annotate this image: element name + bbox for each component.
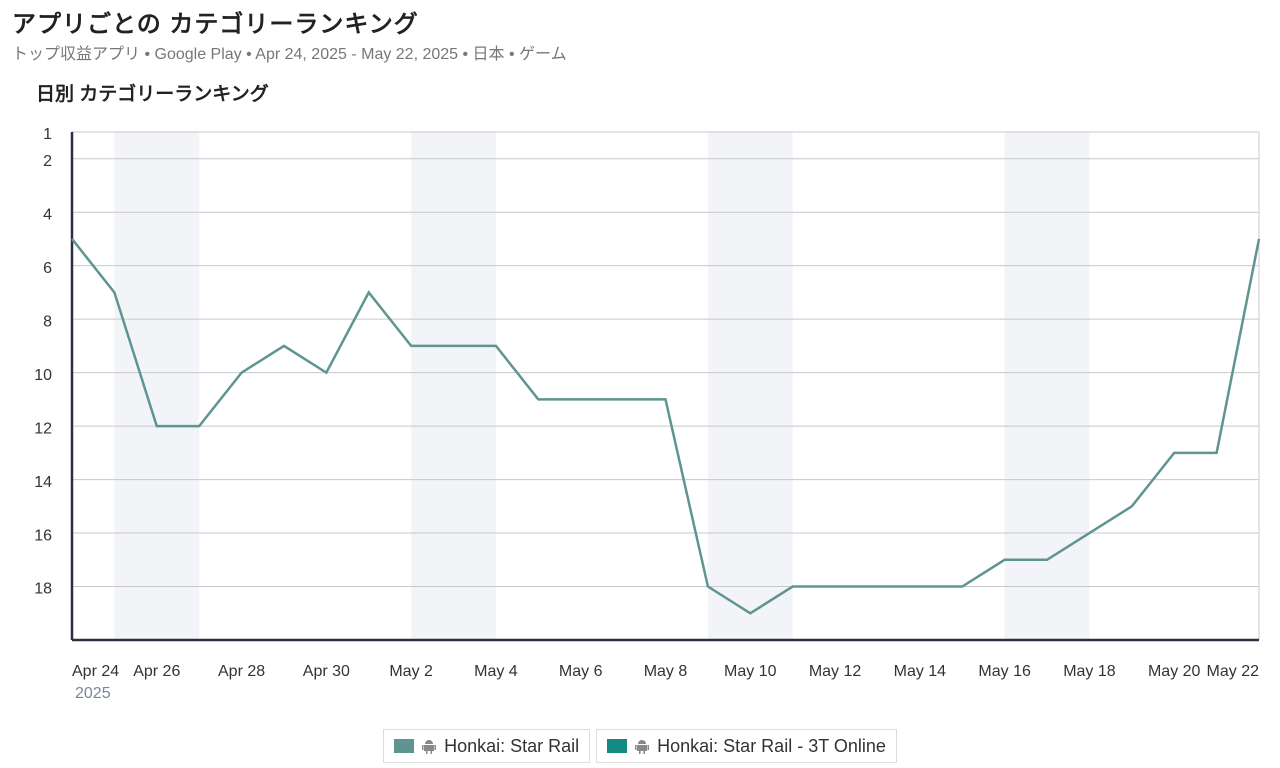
x-tick-label: May 20 xyxy=(1148,663,1201,680)
y-tick-label: 8 xyxy=(43,313,52,330)
page-title: アプリごとの カテゴリーランキング xyxy=(12,11,419,38)
legend-label: Honkai: Star Rail - 3T Online xyxy=(657,735,886,756)
x-tick-label: May 8 xyxy=(644,663,688,680)
x-sublabel: 2025 xyxy=(75,685,111,702)
y-tick-label: 6 xyxy=(43,260,52,277)
x-tick-label: May 2 xyxy=(389,663,433,680)
shade-band xyxy=(707,132,793,640)
x-tick-label: Apr 28 xyxy=(218,663,265,680)
android-icon xyxy=(422,740,437,754)
x-tick-label: May 6 xyxy=(559,663,603,680)
legend-swatch xyxy=(607,739,628,753)
legend: Honkai: Star Rail Honkai: Star Rail - 3T … xyxy=(0,729,1280,763)
legend-label: Honkai: Star Rail xyxy=(444,735,580,756)
x-tick-label: May 14 xyxy=(894,663,947,680)
x-tick-label: Apr 30 xyxy=(303,663,350,680)
x-tick-label: May 10 xyxy=(724,663,777,680)
y-tick-label: 16 xyxy=(34,527,52,544)
legend-swatch xyxy=(394,739,415,753)
x-tick-label: Apr 24 xyxy=(72,663,119,680)
shade-band xyxy=(114,132,200,640)
page-subtitle: トップ収益アプリ • Google Play • Apr 24, 2025 - … xyxy=(12,46,567,63)
shade-band xyxy=(411,132,496,640)
legend-item[interactable]: Honkai: Star Rail xyxy=(383,729,591,763)
x-tick-label: May 16 xyxy=(978,663,1031,680)
y-tick-label: 2 xyxy=(43,153,52,170)
y-tick-label: 12 xyxy=(34,420,52,437)
x-tick-label: May 12 xyxy=(809,663,862,680)
series-line xyxy=(71,238,1261,615)
y-tick-label: 18 xyxy=(34,581,52,598)
legend-item[interactable]: Honkai: Star Rail - 3T Online xyxy=(596,729,897,763)
chart-title: 日別 カテゴリーランキング xyxy=(36,82,269,105)
y-tick-label: 10 xyxy=(34,367,52,384)
x-tick-label: Apr 26 xyxy=(133,663,180,680)
y-tick-label: 14 xyxy=(34,474,52,491)
y-tick-label: 4 xyxy=(43,206,52,223)
x-tick-label: May 4 xyxy=(474,663,518,680)
x-tick-label: May 22 xyxy=(1207,663,1260,680)
y-tick-label: 1 xyxy=(43,126,52,143)
shade-band xyxy=(1004,132,1090,640)
android-icon xyxy=(635,740,650,754)
x-tick-label: May 18 xyxy=(1063,663,1116,680)
